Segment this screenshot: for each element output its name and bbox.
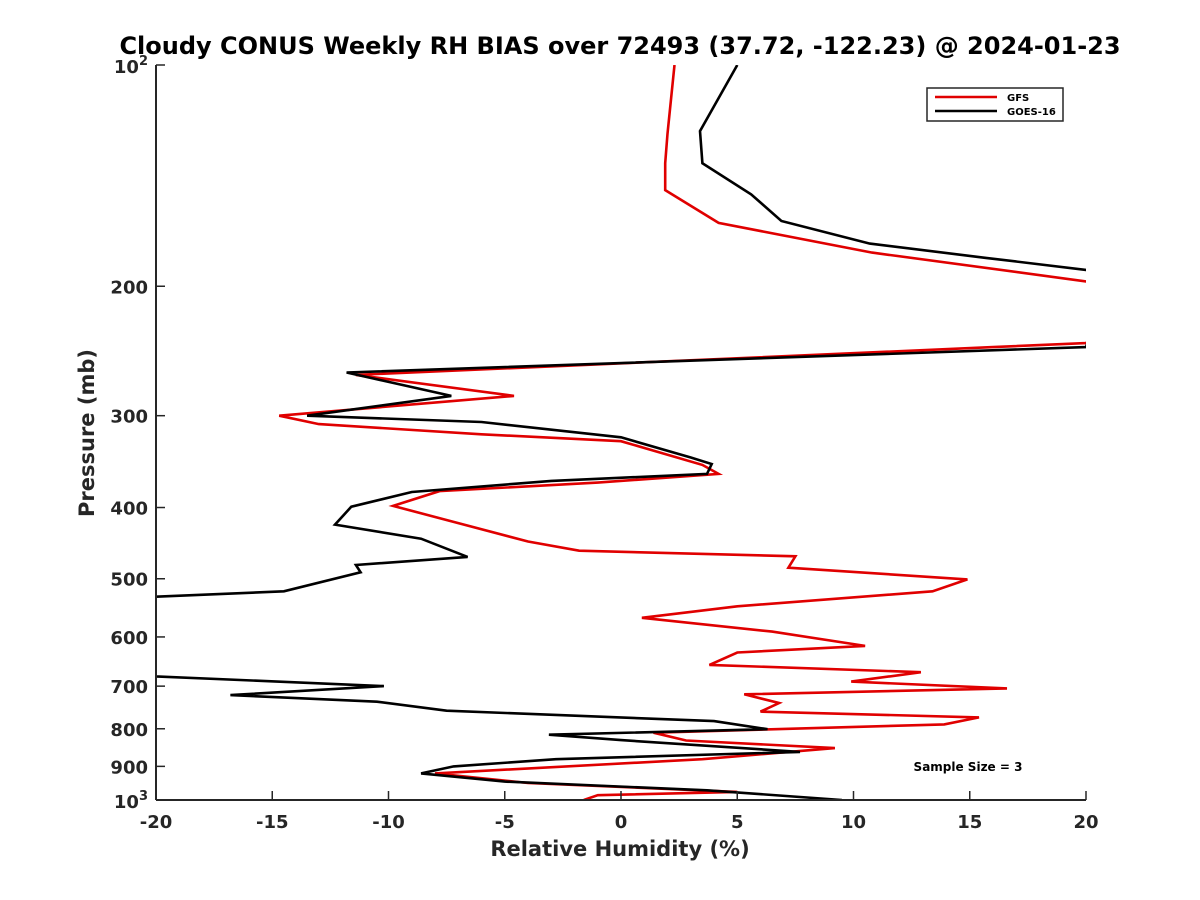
y-tick-label-bottom: 103 xyxy=(114,789,148,813)
x-tick-label: 10 xyxy=(841,812,866,833)
y-tick-label: 900 xyxy=(110,757,148,778)
legend: GFS GOES-16 xyxy=(926,87,1064,122)
legend-box xyxy=(926,87,1064,122)
y-tick-label: 500 xyxy=(110,570,148,591)
y-tick-label: 400 xyxy=(110,499,148,520)
x-tick-label: 5 xyxy=(731,812,744,833)
sample-size-annotation: Sample Size = 3 xyxy=(914,760,1023,774)
x-tick-label: -10 xyxy=(372,812,405,833)
x-tick-label: 20 xyxy=(1073,812,1098,833)
y-tick-label: 300 xyxy=(110,407,148,428)
x-tick-label: -20 xyxy=(140,812,173,833)
plot-area xyxy=(156,65,1086,800)
x-tick-label: 15 xyxy=(957,812,982,833)
legend-label-goes-16: GOES-16 xyxy=(1007,107,1056,118)
y-tick-label-top: 102 xyxy=(114,54,148,78)
y-tick-label: 600 xyxy=(110,628,148,649)
series-line-goes-16 xyxy=(156,65,1086,800)
x-tick-label: 0 xyxy=(615,812,628,833)
y-axis-label: Pressure (mb) xyxy=(75,349,99,517)
x-axis-label: Relative Humidity (%) xyxy=(490,837,749,861)
axes-layer: -20 -15 -10 -5 0 5 10 15 20 200 300 400 500 600 700 800… xyxy=(110,54,1098,833)
series-layer xyxy=(156,65,1086,800)
plot-background xyxy=(156,65,1086,800)
x-tick-label: -5 xyxy=(495,812,515,833)
y-tick-label: 200 xyxy=(110,277,148,298)
legend-label-gfs: GFS xyxy=(1007,93,1029,104)
chart-title: Cloudy CONUS Weekly RH BIAS over 72493 (… xyxy=(119,32,1120,60)
y-tick-label: 800 xyxy=(110,720,148,741)
y-tick-label: 700 xyxy=(110,677,148,698)
x-tick-label: -15 xyxy=(256,812,289,833)
